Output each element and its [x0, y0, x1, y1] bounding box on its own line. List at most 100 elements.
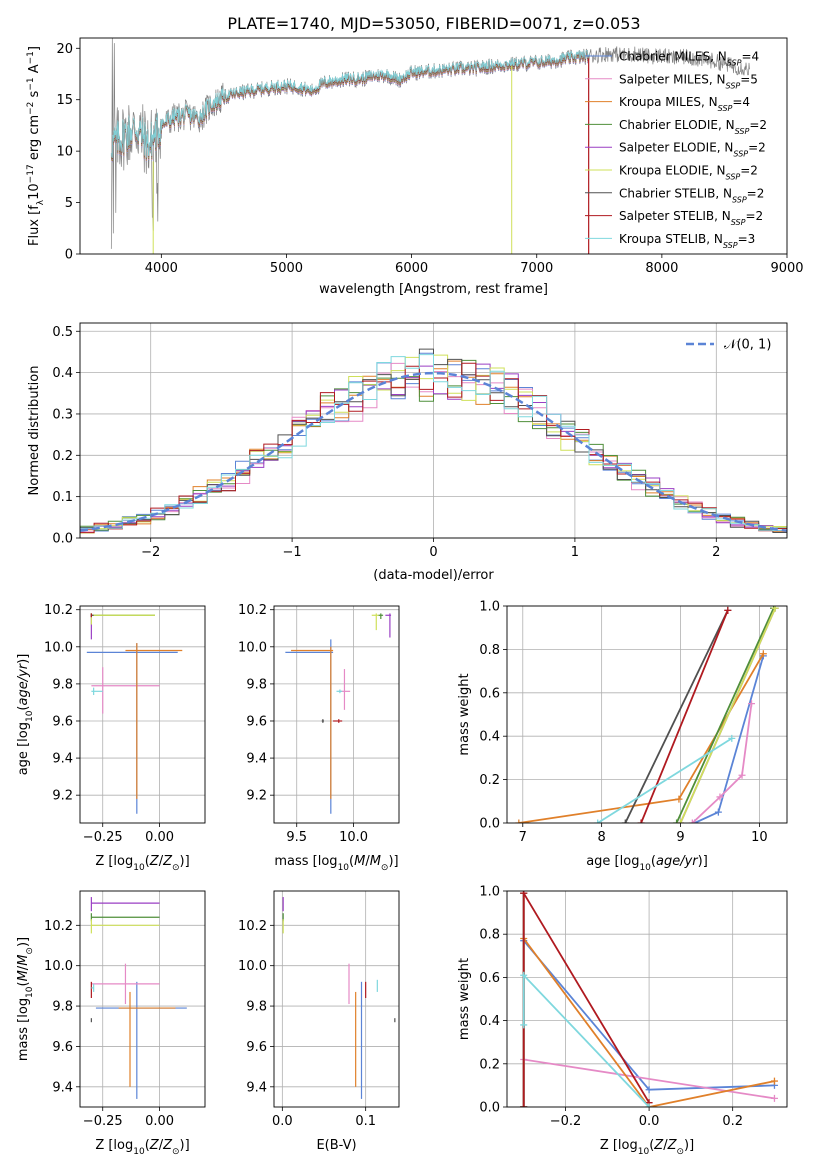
cumulative_Z-series-salpeter-stelib-marker	[520, 891, 528, 897]
legend-label: Kroupa STELIB, NSSP=3	[619, 232, 755, 250]
mass_vs_Z-xlabel-part: 10	[133, 1147, 145, 1157]
age_vs_Z-xlabel-part: (	[145, 854, 150, 869]
mass_vs_EBV-ytick-label: 10.0	[238, 959, 267, 974]
cumulative_age-ytick-label: 0.6	[479, 686, 500, 701]
mass_vs_Z-xtick-label: 0.00	[145, 1114, 174, 1129]
cumulative_age-ytick-label: 0.8	[479, 643, 500, 658]
cumulative_age-series-chabrier-miles-marker	[714, 808, 722, 816]
residual-ylabel-text: Normed distribution	[27, 366, 42, 496]
legend-label-text: Chabrier MILES, N	[619, 50, 727, 64]
cumulative_age-series-kroupa-elodie-marker	[677, 819, 685, 823]
age_vs_Z-ytick-label: 9.8	[52, 677, 73, 692]
residuals-xtick-label: −1	[283, 545, 302, 560]
cumulative_age-series-kroupa-stelib	[597, 737, 733, 823]
cumulative_age-series-salpeter-miles-marker	[716, 793, 724, 801]
cumulative_Z-series-chabrier-miles-marker	[645, 1086, 653, 1094]
legend-label: Salpeter MILES, NSSP=5	[619, 72, 758, 90]
age_vs_mass-xlabel-part: )]	[388, 854, 398, 869]
cumulative_Z-ytick-label: 0.6	[479, 971, 500, 986]
mass_vs_Z-ytick-label: 10.2	[44, 919, 73, 934]
figure-title: PLATE=1740, MJD=53050, FIBERID=0071, z=0…	[227, 14, 640, 33]
cumulative_age-series-salpeter-stelib-marker	[637, 819, 645, 823]
age_vs_Z-ylabel-text-part: (	[16, 706, 31, 711]
age_vs_mass-frame	[273, 605, 400, 824]
legend-label-text: Salpeter ELODIE, N	[619, 141, 733, 155]
age_vs_mass-xlabel-part: /	[365, 854, 370, 869]
cumulative_age-xtick-label: 10	[751, 830, 768, 845]
mass_vs_Z-xlabel-part: /	[159, 1138, 164, 1153]
cumulative_Z-series-kroupa-miles-marker	[770, 1077, 778, 1085]
residual-plot	[80, 348, 787, 536]
spectrum-ylabel-text: Flux [fλ10−17 erg cm−2 s−1 A−1]	[26, 46, 46, 246]
age_vs_Z-xlabel-part: ⊙	[172, 863, 180, 873]
age_vs_Z-ytick-label: 10.0	[44, 640, 73, 655]
cumulative_age-series-kroupa-stelib-marker	[728, 734, 736, 742]
cumulative_age-series-salpeter-miles-marker	[738, 771, 746, 779]
spectrum-xtick-label: 7000	[520, 261, 553, 276]
residuals-xtick-label: −2	[141, 545, 160, 560]
age_vs_mass-xlabel-part: M	[354, 854, 365, 869]
mass_vs_Z-ytick-label: 10.0	[44, 959, 73, 974]
mass_vs_Z-ylabel-text-part: /	[16, 965, 31, 970]
mass_vs_Z-ylabel-text-part: (	[16, 981, 31, 986]
residuals-ytick-label: 0.3	[52, 407, 73, 422]
spectrum-xlabel: wavelength [Angstrom, rest frame]	[319, 282, 548, 297]
age_vs_mass-xtick-label: 10.0	[339, 830, 368, 845]
residuals-xtick-label: 1	[571, 545, 579, 560]
cumulative_age-series-chabrier-stelib-marker	[621, 819, 629, 823]
residuals-ytick-label: 0.0	[52, 532, 73, 547]
spectrum-xtick-label: 5000	[270, 261, 303, 276]
spectrum-xtick-label: 9000	[770, 261, 803, 276]
cumulative_Z-xlabel-part: 10	[638, 1147, 650, 1157]
legend-label: Kroupa ELODIE, NSSP=2	[619, 164, 758, 182]
cumulative_age-frame	[506, 605, 788, 824]
residuals-ytick-label: 0.1	[52, 490, 73, 505]
spectrum-xlabel-part: wavelength [Angstrom, rest frame]	[319, 282, 548, 297]
age_vs_mass-xlabel-part: 10	[338, 863, 350, 873]
age_vs_Z-xlabel-part: 10	[133, 863, 145, 873]
cumulative_age-xlabel-part: age [log	[586, 854, 639, 869]
residuals-ytick-label: 0.5	[52, 325, 73, 340]
cumulative_Z-ytick-label: 1.0	[479, 885, 500, 900]
mass_vs_EBV-xtick-label: 0.0	[272, 1114, 293, 1129]
cumulative_Z-xlabel-part: ⊙	[676, 1147, 684, 1157]
cumulative_age-ylabel-text: mass weight	[457, 673, 472, 755]
cumulative_age-series-chabrier-elodie-marker	[673, 819, 681, 823]
spectrum-xtick-label: 8000	[645, 261, 678, 276]
residual-xlabel: (data-model)/error	[373, 568, 494, 583]
cumulative_age-series-kroupa-miles	[518, 653, 765, 823]
legend-label-sub: SSP	[732, 195, 747, 204]
spectrum-ylabel-text-part: 10	[27, 183, 42, 200]
legend-label: Salpeter STELIB, NSSP=2	[619, 209, 763, 227]
age_vs_Z-xlabel-part: Z [log	[95, 854, 133, 869]
age_vs_mass-ytick-label: 9.6	[246, 714, 267, 729]
age_vs_Z-xlabel: Z [log10(Z/Z⊙)]	[95, 854, 189, 873]
age_vs_mass-ytick-label: 9.8	[246, 677, 267, 692]
cumulative_age-series-kroupa-miles-marker	[675, 795, 683, 803]
cumulative_Z-ylabel: mass weight	[457, 958, 472, 1040]
cumulative_Z-xlabel-part: (	[649, 1138, 654, 1153]
spectrum-xtick-label: 4000	[145, 261, 178, 276]
legend-label-text: Chabrier ELODIE, N	[619, 118, 735, 132]
legend-label-text: Salpeter MILES, N	[619, 72, 726, 86]
spectrum-ytick-label: 0	[65, 248, 73, 263]
cumulative_age-series-salpeter-stelib-marker	[724, 606, 732, 614]
legend-label: Chabrier MILES, NSSP=4	[619, 50, 759, 68]
age_vs_Z-ylabel-text: age [log10(age/yr)]	[16, 654, 35, 776]
mass_vs_Z-ylabel-text-part: mass [log	[16, 998, 31, 1061]
mass_vs_Z-xlabel-part: Z [log	[95, 1138, 133, 1153]
mass_vs_Z-xlabel-part: Z	[149, 1138, 160, 1153]
spectrum-ylabel-text-part: Flux [f	[27, 205, 42, 246]
cumulative_Z-xtick-label: 0.0	[639, 1114, 660, 1129]
spectrum-xtick-label: 6000	[395, 261, 428, 276]
cumulative_age-series-salpeter-miles	[691, 703, 753, 823]
age_vs_mass-xlabel-part: ⊙	[381, 863, 389, 873]
cumulative_age-series-kroupa-stelib-marker	[594, 819, 602, 823]
cumulative_Z-ytick-label: 0.8	[479, 928, 500, 943]
spectrum-axes: 4000 5000 6000 7000 8000 9000 0 5 10 15 20	[56, 42, 803, 276]
age_vs_mass-xlabel-part: mass [log	[274, 854, 337, 869]
mass_vs_EBV-xlabel-part: E(B-V)	[316, 1138, 356, 1153]
spectrum-ytick-label: 15	[56, 93, 73, 108]
mass_vs_Z-xlabel-part: (	[145, 1138, 150, 1153]
